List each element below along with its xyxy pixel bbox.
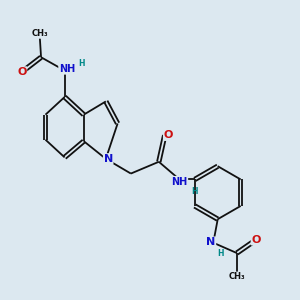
Text: H: H [191, 187, 198, 196]
Text: H: H [78, 58, 85, 68]
Text: NH: NH [59, 64, 75, 74]
Text: N: N [206, 237, 216, 247]
Text: H: H [218, 249, 224, 258]
Text: NH: NH [171, 176, 188, 187]
Text: O: O [164, 130, 173, 140]
Text: O: O [251, 235, 261, 245]
Text: O: O [17, 67, 27, 77]
Text: CH₃: CH₃ [229, 272, 245, 281]
Text: N: N [103, 154, 113, 164]
Text: CH₃: CH₃ [31, 29, 48, 38]
